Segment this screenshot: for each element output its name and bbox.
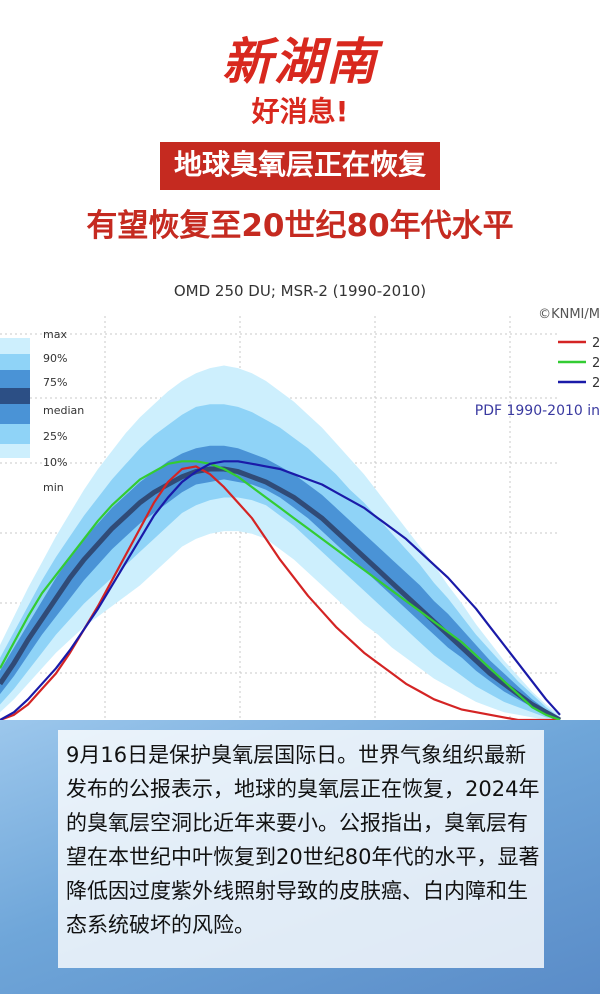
chart-series-lines: [0, 460, 561, 720]
legend-label-3: median: [43, 404, 84, 417]
legend-swatch-2: [0, 370, 30, 388]
ozone-chart: OMD 250 DU; MSR-2 (1990-2010) ©KNMI/M PD…: [0, 258, 600, 720]
ozone-chart-svg: OMD 250 DU; MSR-2 (1990-2010) ©KNMI/M PD…: [0, 282, 600, 720]
series-legend-label-0: 2: [592, 336, 600, 351]
series-line-1: [0, 460, 561, 720]
legend-label-5: 10%: [43, 456, 67, 469]
legend-swatch-6: [0, 444, 30, 458]
legend-label-1: 90%: [43, 352, 67, 365]
legend-swatch-1: [0, 354, 30, 370]
chart-percentile-bands: [0, 365, 562, 720]
brand-logo: 新湖南: [222, 32, 378, 91]
chart-series-legend: 2 2 2: [558, 336, 600, 391]
legend-label-2: 75%: [43, 376, 67, 389]
chart-band-legend: max 90% 75% median 25% 10% min: [0, 328, 84, 494]
series-legend-label-2: 2: [592, 376, 600, 391]
caption-box: 9月16日是保护臭氧层国际日。世界气象组织最新发布的公报表示，地球的臭氧层正在恢…: [58, 730, 544, 968]
caption-panel: 9月16日是保护臭氧层国际日。世界气象组织最新发布的公报表示，地球的臭氧层正在恢…: [0, 720, 600, 994]
legend-label-4: 25%: [43, 430, 67, 443]
legend-swatch-5: [0, 424, 30, 444]
legend-swatch-3: [0, 388, 30, 404]
legend-label-0: max: [43, 328, 67, 341]
headline-banner-wrap: 地球臭氧层正在恢复: [0, 142, 600, 190]
band-median: [0, 466, 562, 720]
series-legend-label-1: 2: [592, 356, 600, 371]
caption-text: 9月16日是保护臭氧层国际日。世界气象组织最新发布的公报表示，地球的臭氧层正在恢…: [66, 743, 540, 937]
headline-good-news: 好消息!: [251, 94, 349, 129]
chart-pdf-label: PDF 1990-2010 in: [475, 403, 600, 419]
legend-swatch-4: [0, 404, 30, 424]
legend-label-6: min: [43, 481, 64, 494]
band-25-75: [0, 445, 560, 720]
headline-banner: 地球臭氧层正在恢复: [159, 142, 440, 190]
series-line-2: [0, 460, 561, 720]
legend-swatch-0: [0, 338, 30, 354]
headline-subtitle: 有望恢复至20世纪80年代水平: [86, 208, 514, 244]
chart-copyright: ©KNMI/M: [538, 307, 600, 322]
chart-title: OMD 250 DU; MSR-2 (1990-2010): [174, 282, 426, 300]
